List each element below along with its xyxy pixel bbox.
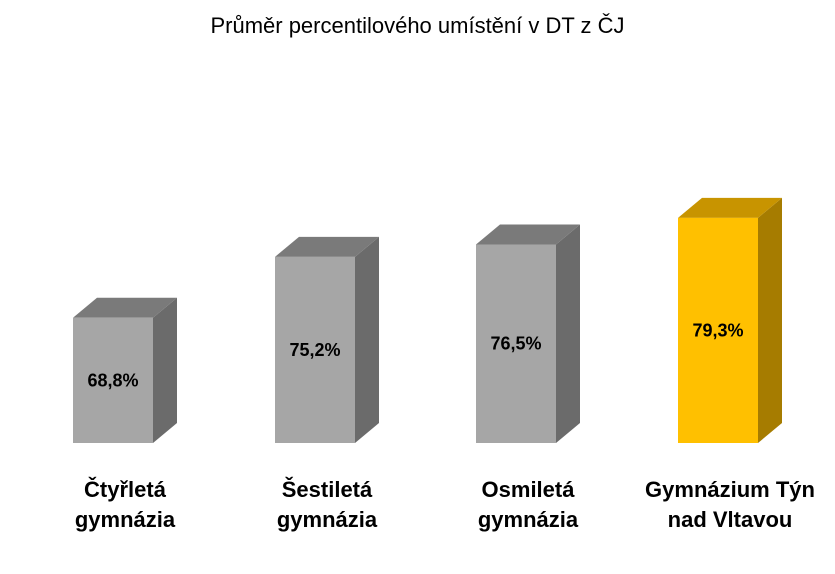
bar-2	[275, 236, 379, 443]
bar-side-3	[556, 224, 580, 443]
bar-front-1	[73, 317, 153, 443]
bar-side-4	[758, 197, 782, 443]
data-label-1: 68,8%	[87, 370, 138, 390]
bar-3	[476, 224, 580, 443]
bar-side-1	[153, 297, 177, 443]
bar-top-4	[678, 197, 782, 218]
bar-1	[73, 297, 177, 443]
bar-top-2	[275, 236, 379, 257]
data-label-3: 76,5%	[490, 334, 541, 354]
bar-top-3	[476, 224, 580, 245]
bar-side-2	[355, 236, 379, 443]
category-label-4: Gymnázium Týn nad Vltavou	[645, 477, 815, 532]
bar-front-4	[678, 217, 758, 443]
bar-4	[678, 197, 782, 443]
bar-front-3	[476, 244, 556, 443]
bar-top-1	[73, 297, 177, 318]
data-label-2: 75,2%	[289, 340, 340, 360]
bar-front-2	[275, 256, 355, 443]
chart-title: Průměr percentilového umístění v DT z ČJ	[210, 13, 625, 38]
category-label-2: Šestiletá gymnázia	[276, 477, 378, 532]
data-label-4: 79,3%	[692, 320, 743, 340]
category-label-1: Čtyřletá gymnázia	[74, 477, 176, 532]
category-label-3: Osmiletá gymnázia	[477, 477, 579, 532]
